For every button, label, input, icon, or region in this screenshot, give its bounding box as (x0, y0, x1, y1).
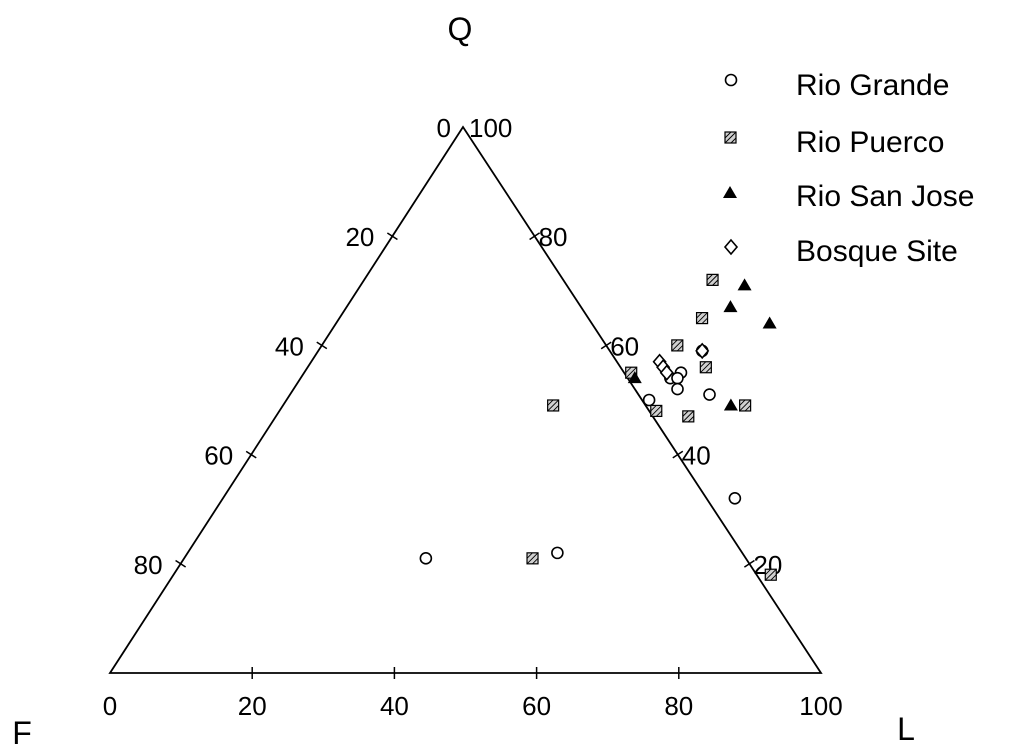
legend-marker-rio-grande (724, 73, 738, 87)
tick-mark (529, 232, 541, 241)
tick-label-left: 20 (345, 222, 374, 252)
tick-label-base: 60 (522, 691, 551, 721)
ternary-frame (108, 125, 823, 674)
point-rio-san-jose (762, 316, 777, 329)
tick-label-left: 80 (134, 550, 163, 580)
point-rio-puerco (699, 361, 712, 374)
tick-mark (245, 450, 257, 459)
triangle-outline (108, 125, 823, 674)
legend-marker-rio-san-jose (723, 186, 737, 198)
point-rio-grande (671, 371, 684, 385)
legend-item: Rio Grande (724, 69, 949, 102)
point-rio-puerco (695, 312, 709, 325)
apex-label-f: F (12, 715, 32, 751)
tick-mark (175, 559, 187, 568)
tick-label-right: 40 (682, 441, 711, 471)
point-bosque-site (659, 364, 674, 381)
tick-label-right: 100 (469, 113, 512, 143)
point-rio-grande (703, 388, 716, 401)
point-rio-grande (642, 393, 656, 407)
point-rio-grande (419, 552, 433, 565)
tick-label-left: 0 (437, 113, 451, 143)
tick-mark (672, 450, 684, 459)
legend-marker-rio-puerco (724, 131, 737, 144)
legend-label-rio-san-jose: Rio San Jose (796, 180, 974, 213)
point-rio-puerco (764, 568, 777, 581)
tick-label-base: 40 (380, 691, 409, 721)
tick-label-right: 80 (539, 222, 568, 252)
point-rio-puerco (671, 339, 684, 352)
tick-label-left: 40 (275, 331, 304, 361)
legend: Rio Grande Rio Puerco Rio San Jose Bosqu… (723, 69, 974, 268)
tick-label-base: 100 (799, 691, 842, 721)
tick-mark (743, 559, 755, 568)
legend-item: Rio San Jose (723, 180, 974, 213)
point-rio-san-jose (627, 371, 642, 384)
data-points (419, 273, 777, 581)
tick-label-right: 60 (610, 331, 639, 361)
point-rio-san-jose (737, 278, 752, 291)
point-rio-puerco (706, 273, 719, 286)
point-rio-puerco (547, 399, 560, 412)
point-rio-grande (551, 546, 564, 560)
tick-label-base: 20 (238, 691, 267, 721)
point-rio-puerco (526, 552, 539, 565)
apex-label-l: L (897, 711, 915, 747)
point-rio-grande (728, 491, 742, 505)
legend-label-bosque-site: Bosque Site (796, 235, 958, 268)
legend-item: Rio Puerco (724, 126, 944, 159)
point-rio-san-jose (723, 398, 738, 411)
tick-mark (386, 232, 398, 241)
point-bosque-site (695, 342, 710, 360)
tick-mark (316, 341, 328, 350)
tick-mark (600, 341, 612, 350)
tick-label-base: 0 (103, 691, 117, 721)
legend-marker-bosque-site (723, 238, 739, 256)
legend-item: Bosque Site (723, 235, 958, 268)
tick-label-left: 60 (204, 441, 233, 471)
apex-label-q: Q (448, 11, 473, 47)
legend-label-rio-puerco: Rio Puerco (796, 126, 944, 159)
point-rio-grande (671, 382, 684, 396)
point-rio-san-jose (723, 300, 738, 313)
point-rio-puerco (650, 404, 663, 418)
point-rio-puerco (682, 410, 695, 423)
tick-label-base: 80 (664, 691, 693, 721)
point-rio-puerco (739, 399, 752, 412)
legend-label-rio-grande: Rio Grande (796, 69, 949, 102)
